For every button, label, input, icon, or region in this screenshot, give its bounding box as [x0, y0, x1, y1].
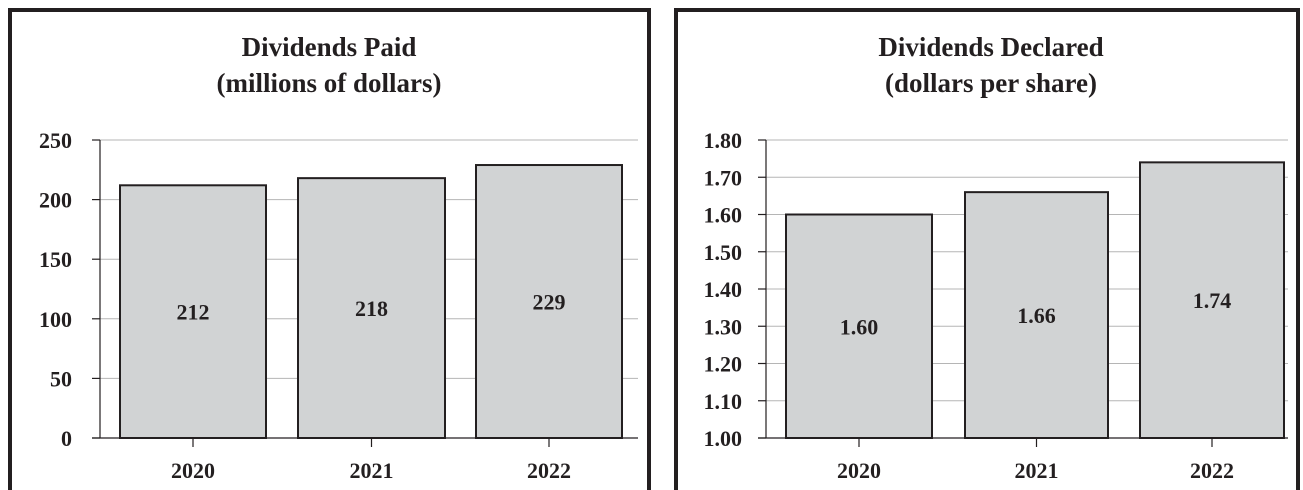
- y-tick-label: 150: [39, 247, 72, 272]
- y-tick-label: 1.70: [704, 165, 743, 190]
- dividends-declared-panel: Dividends Declared (dollars per share) 1…: [674, 8, 1300, 490]
- x-category-label: 2021: [1015, 458, 1059, 483]
- bar-value-label: 1.66: [1017, 303, 1056, 328]
- chart-title: Dividends Declared: [878, 32, 1103, 62]
- x-category-label: 2020: [171, 458, 215, 483]
- bar: [1139, 161, 1285, 439]
- y-tick-label: 100: [39, 307, 72, 332]
- y-tick-label: 1.00: [704, 426, 743, 451]
- y-tick-label: 1.40: [704, 277, 743, 302]
- chart-title: Dividends Paid: [242, 32, 417, 62]
- chart-subtitle: (millions of dollars): [216, 68, 441, 98]
- y-tick-label: 1.60: [704, 203, 743, 228]
- y-tick-label: 1.80: [704, 128, 743, 153]
- x-category-label: 2022: [1190, 458, 1234, 483]
- y-tick-label: 1.20: [704, 352, 743, 377]
- y-tick-label: 0: [61, 426, 72, 451]
- dividends-paid-chart: Dividends Paid (millions of dollars) 0 50…: [39, 32, 638, 483]
- chart-subtitle: (dollars per share): [885, 68, 1097, 98]
- y-tick-label: 200: [39, 188, 72, 213]
- x-category-label: 2021: [350, 458, 394, 483]
- y-tick-label: 1.30: [704, 314, 743, 339]
- dividends-paid-panel: Dividends Paid (millions of dollars) 0 50…: [8, 8, 651, 490]
- bar-value-label: 218: [355, 296, 388, 321]
- bar: [785, 213, 933, 439]
- x-category-label: 2022: [527, 458, 571, 483]
- bar-value-label: 1.74: [1193, 288, 1232, 313]
- bar: [297, 177, 446, 439]
- dividends-declared-chart: Dividends Declared (dollars per share) 1…: [704, 32, 1288, 483]
- bar: [119, 184, 267, 439]
- y-tick-label: 1.50: [704, 240, 743, 265]
- bar: [964, 191, 1109, 439]
- y-tick-label: 1.10: [704, 389, 743, 414]
- bar-value-label: 1.60: [840, 314, 879, 339]
- bar-value-label: 212: [177, 300, 210, 325]
- y-tick-label: 50: [50, 366, 72, 391]
- y-tick-label: 250: [39, 128, 72, 153]
- x-category-label: 2020: [837, 458, 881, 483]
- bar-value-label: 229: [533, 290, 566, 315]
